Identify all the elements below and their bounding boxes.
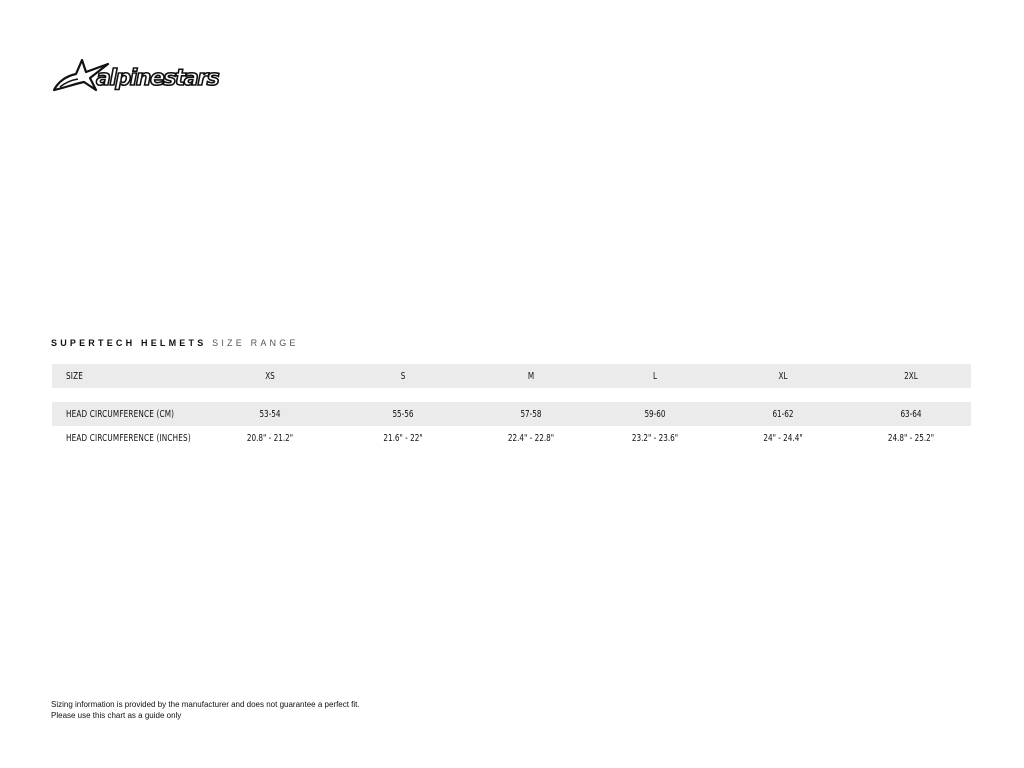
alpinestars-logo: alpinestars xyxy=(52,56,227,96)
table-row-inches: HEAD CIRCUMFERENCE (INCHES) 20.8" - 21.2… xyxy=(52,426,971,450)
brand-wordmark: alpinestars xyxy=(95,65,220,92)
table-cell: 24.8" - 25.2" xyxy=(887,433,935,444)
page-title: SUPERTECH HELMETS SIZE RANGE xyxy=(51,338,299,348)
table-cell: 59-60 xyxy=(644,409,666,420)
star-icon xyxy=(52,58,110,92)
disclaimer-line: Please use this chart as a guide only xyxy=(51,711,182,720)
table-cell: 53-54 xyxy=(259,409,281,420)
table-cell: 63-64 xyxy=(900,409,922,420)
size-cell: S xyxy=(400,371,406,382)
size-cell: XL xyxy=(778,371,788,382)
size-cell: M xyxy=(527,371,535,382)
row-label: HEAD CIRCUMFERENCE (CM) xyxy=(66,409,175,420)
size-cell: L xyxy=(652,371,658,382)
table-cell: 20.8" - 21.2" xyxy=(246,433,294,444)
disclaimer-line: Sizing information is provided by the ma… xyxy=(51,700,360,709)
row-label: SIZE xyxy=(66,371,83,382)
table-cell: 23.2" - 23.6" xyxy=(631,433,679,444)
title-suffix: SIZE RANGE xyxy=(212,338,299,348)
size-header-row: SIZE XS S M L XL 2XL xyxy=(52,364,971,388)
size-cell: 2XL xyxy=(904,371,918,382)
disclaimer: Sizing information is provided by the ma… xyxy=(51,699,360,721)
size-cell: XS xyxy=(265,371,275,382)
table-row-cm: HEAD CIRCUMFERENCE (CM) 53-54 55-56 57-5… xyxy=(52,402,971,426)
table-cell: 57-58 xyxy=(520,409,542,420)
table-cell: 61-62 xyxy=(772,409,794,420)
table-cell: 21.6" - 22" xyxy=(383,433,423,444)
table-cell: 55-56 xyxy=(392,409,414,420)
product-name: SUPERTECH HELMETS xyxy=(51,338,207,348)
row-label: HEAD CIRCUMFERENCE (INCHES) xyxy=(66,433,191,444)
table-cell: 22.4" - 22.8" xyxy=(507,433,555,444)
table-cell: 24" - 24.4" xyxy=(763,433,803,444)
